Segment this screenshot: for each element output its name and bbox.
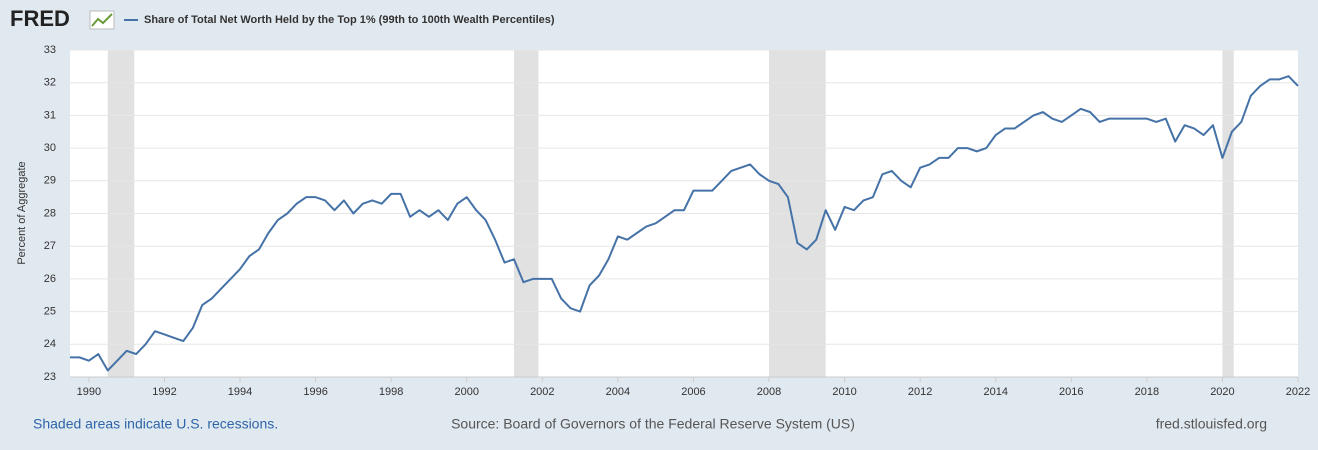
logo-icon xyxy=(89,10,115,30)
x-tick-label: 1994 xyxy=(228,386,252,398)
footer-url: fred.stlouisfed.org xyxy=(1156,416,1267,432)
y-tick-label: 23 xyxy=(44,371,56,383)
y-tick-label: 27 xyxy=(44,240,56,252)
y-tick-label: 29 xyxy=(44,175,56,187)
y-tick-label: 25 xyxy=(44,306,56,318)
logo: FRED xyxy=(10,6,70,31)
y-tick-label: 32 xyxy=(44,77,56,89)
x-tick-label: 2002 xyxy=(530,386,554,398)
y-axis-label: Percent of Aggregate xyxy=(16,161,28,264)
x-tick-label: 2020 xyxy=(1210,386,1234,398)
x-tick-label: 1998 xyxy=(379,386,403,398)
x-tick-label: 2008 xyxy=(757,386,781,398)
y-tick-label: 26 xyxy=(44,273,56,285)
legend-label: Share of Total Net Worth Held by the Top… xyxy=(144,14,555,26)
y-tick-label: 33 xyxy=(44,44,56,56)
x-tick-label: 1996 xyxy=(303,386,327,398)
footer-source: Source: Board of Governors of the Federa… xyxy=(451,416,855,432)
x-tick-label: 2000 xyxy=(454,386,478,398)
x-tick-label: 2012 xyxy=(908,386,932,398)
data-line xyxy=(70,75,1299,372)
x-tick-label: 2014 xyxy=(983,386,1007,398)
footer-note: Shaded areas indicate U.S. recessions. xyxy=(33,416,278,432)
x-tick-label: 2010 xyxy=(832,386,856,398)
x-tick-label: 2018 xyxy=(1135,386,1159,398)
x-tick-label: 2022 xyxy=(1286,386,1310,398)
x-tick-label: 2004 xyxy=(606,386,630,398)
x-tick-label: 2006 xyxy=(681,386,705,398)
y-tick-label: 30 xyxy=(44,142,56,154)
y-tick-label: 24 xyxy=(44,338,56,350)
x-tick-label: 2016 xyxy=(1059,386,1083,398)
y-tick-label: 28 xyxy=(44,207,56,219)
x-tick-label: 1990 xyxy=(77,386,101,398)
x-tick-label: 1992 xyxy=(152,386,176,398)
y-tick-label: 31 xyxy=(44,109,56,121)
